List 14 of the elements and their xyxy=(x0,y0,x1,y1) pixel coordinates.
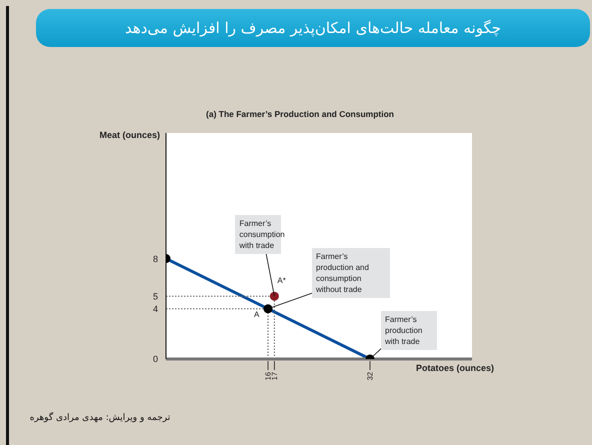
y-tick-label: 5 xyxy=(152,291,158,302)
y-tick-label: 0 xyxy=(152,354,158,364)
chart-subtitle: (a) The Farmer’s Production and Consumption xyxy=(205,109,395,119)
chart-title: چگونه معامله حالت‌های امکان‌پذیر مصرف را افزایش می‌دهد xyxy=(36,9,590,47)
annotation: Farmer’s production and consumption without trade xyxy=(312,248,390,298)
x-axis-title: Potatoes (ounces) xyxy=(414,363,494,373)
annotation: Farmer’s consumption with trade xyxy=(238,218,285,252)
annotation: Farmer’s production with trade xyxy=(381,311,437,350)
y-tick-label: 8 xyxy=(152,254,158,264)
annotation: A* xyxy=(277,276,286,286)
annotation: A xyxy=(254,310,260,319)
text: ترجمه و ویرایش: مهدی مرادی گوهره xyxy=(28,413,172,423)
y-axis-title: Meat (ounces) xyxy=(98,130,160,140)
y-tick-label: 4 xyxy=(152,304,158,314)
